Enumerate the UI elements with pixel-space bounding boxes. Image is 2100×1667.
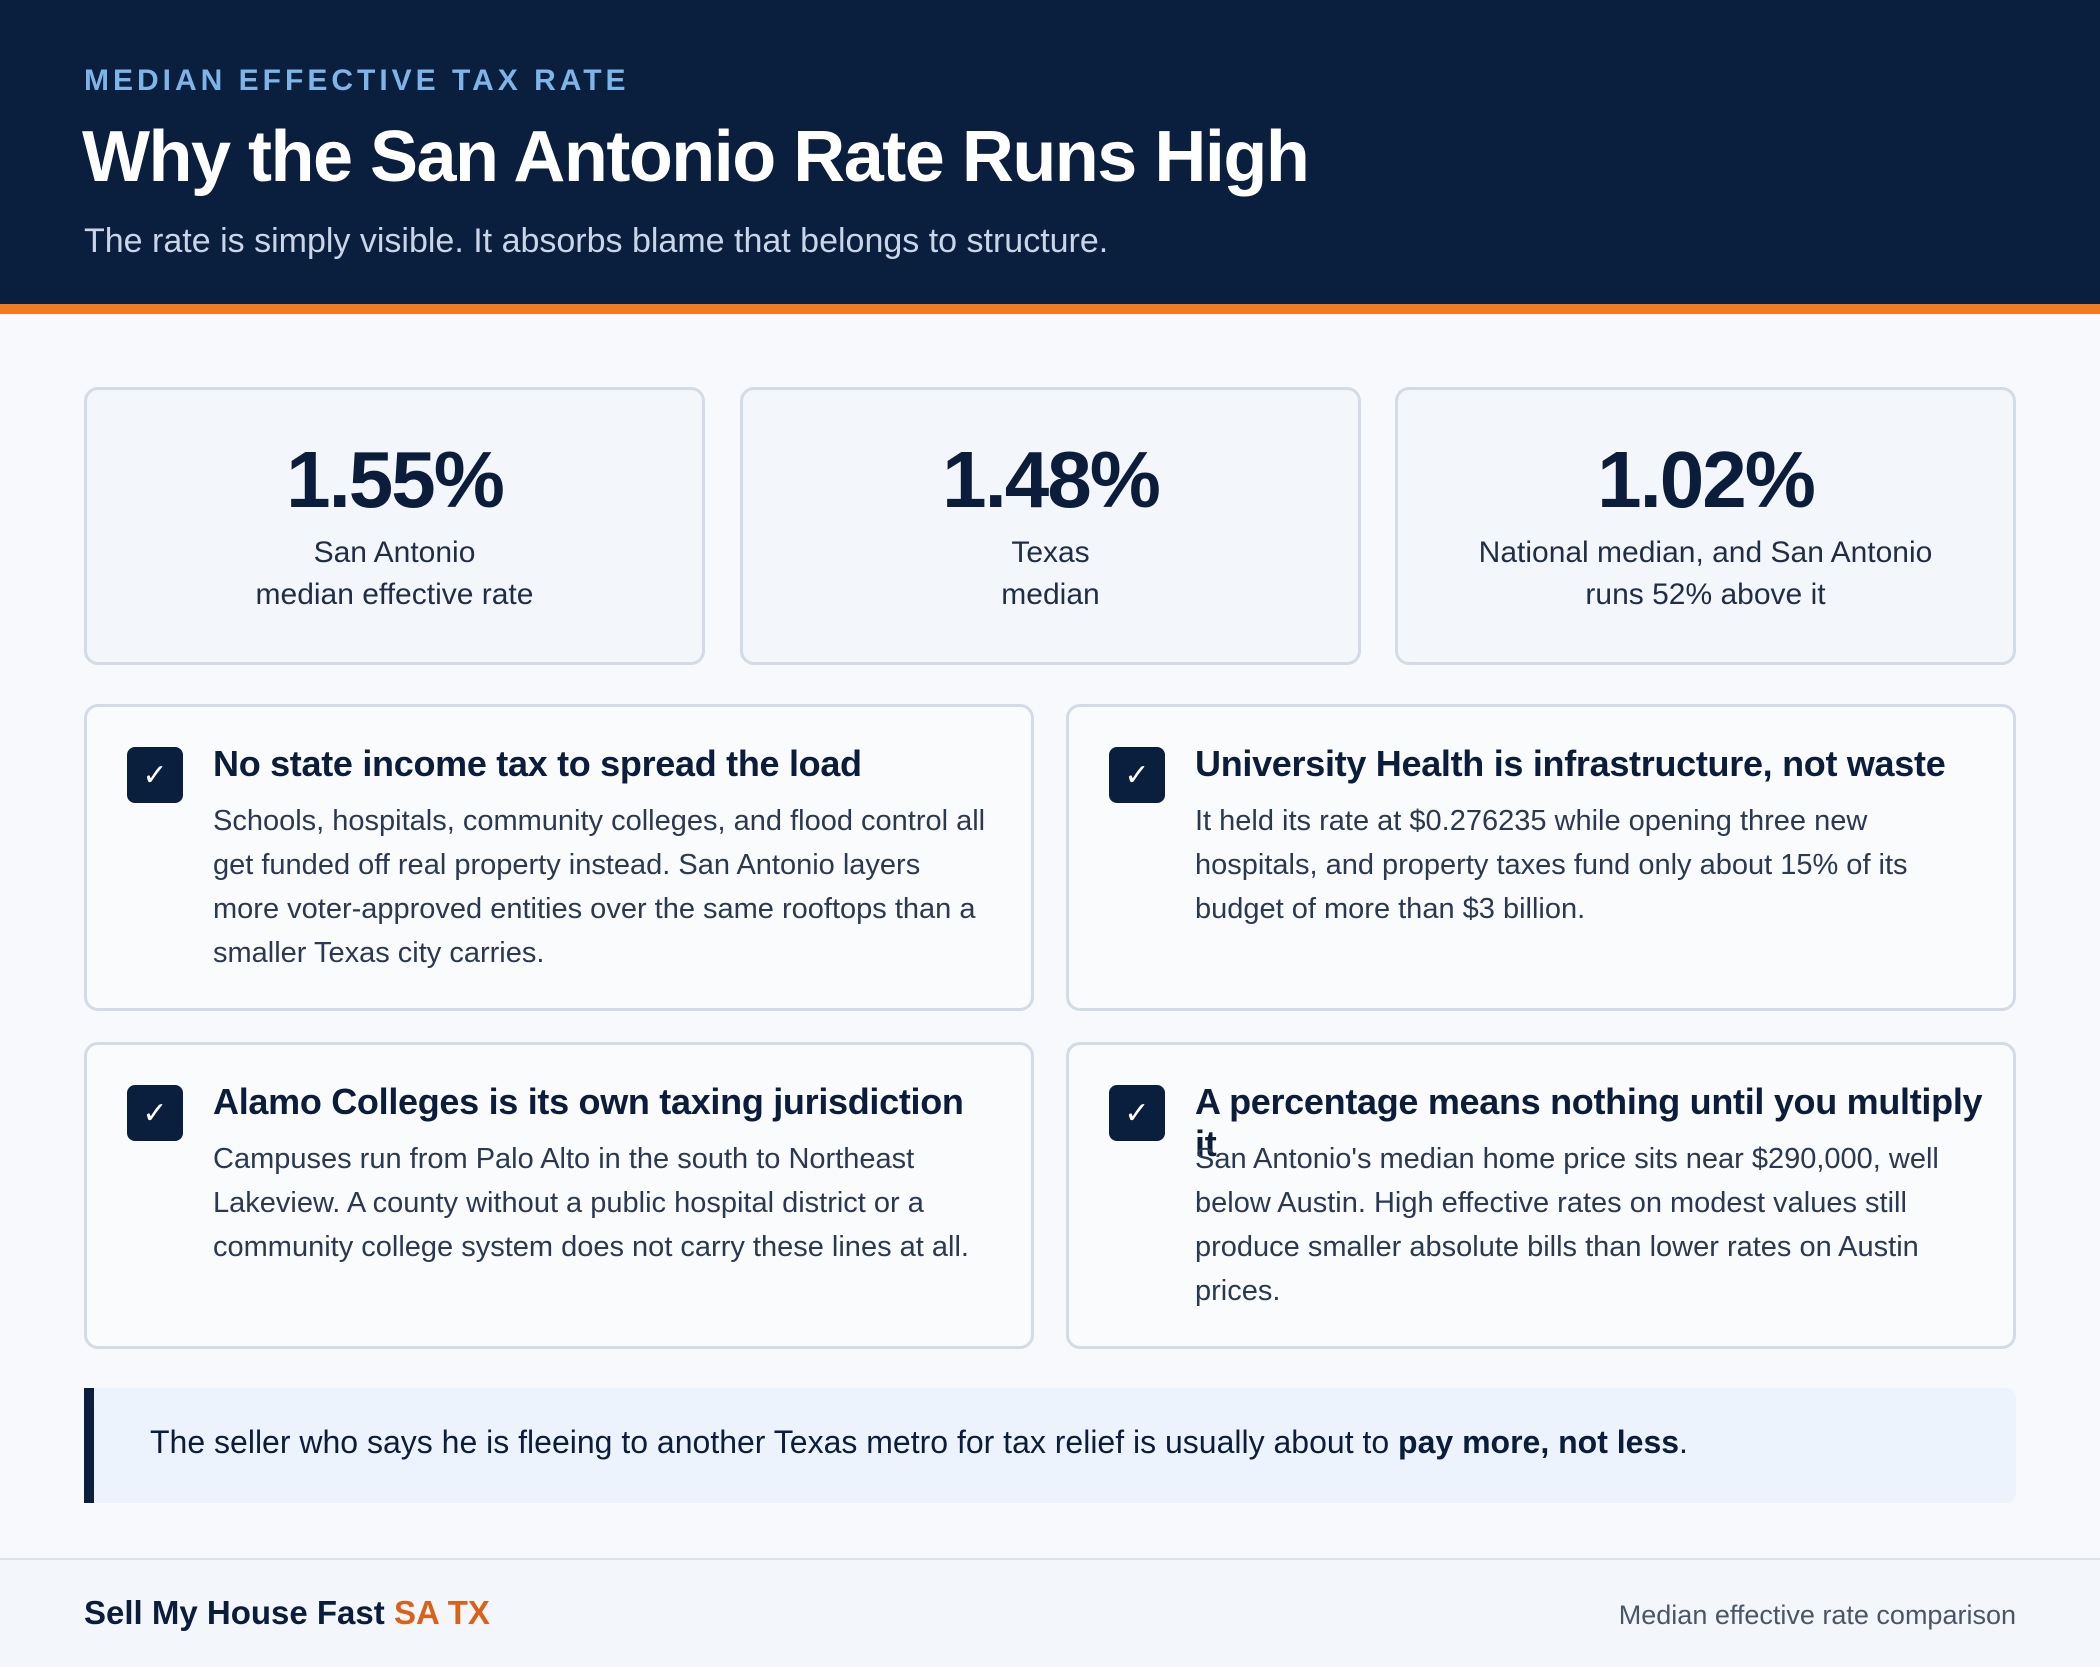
stat-label: San Antonio median effective rate — [107, 532, 682, 616]
stat-label-line: National median, and San Antonio — [1478, 536, 1933, 569]
page-title: Why the San Antonio Rate Runs High — [82, 117, 1310, 197]
checkmark-icon: ✓ — [1109, 1085, 1165, 1141]
stat-card-san-antonio: 1.55% San Antonio median effective rate — [84, 387, 705, 665]
callout-quote: The seller who says he is fleeing to ano… — [84, 1388, 2016, 1503]
stat-label: Texas median — [763, 532, 1338, 616]
info-card-income-tax: ✓ No state income tax to spread the load… — [84, 704, 1034, 1011]
checkmark-icon: ✓ — [1109, 747, 1165, 803]
info-card-percentage: ✓ A percentage means nothing until you m… — [1066, 1042, 2016, 1349]
page-subtitle: The rate is simply visible. It absorbs b… — [84, 222, 1109, 260]
footer-note: Median effective rate comparison — [1618, 1600, 2016, 1630]
info-card-body: San Antonio's median home price sits nea… — [1195, 1143, 1939, 1307]
stat-label-line: median effective rate — [255, 578, 534, 611]
stat-card-national: 1.02% National median, and San Antonio r… — [1395, 387, 2016, 665]
checkmark-icon: ✓ — [127, 747, 183, 803]
stat-label-line: San Antonio — [313, 536, 476, 569]
stat-label: National median, and San Antonio runs 52… — [1418, 532, 1993, 616]
brand-accent: SA TX — [393, 1594, 490, 1631]
brand-logo-text: Sell My House Fast SA TX — [84, 1594, 490, 1632]
info-card-body: Campuses run from Palo Alto in the south… — [213, 1143, 969, 1263]
info-card-title: University Health is infrastructure, not… — [1195, 743, 1946, 784]
header-banner: MEDIAN EFFECTIVE TAX RATE Why the San An… — [0, 0, 2100, 314]
checkmark-icon: ✓ — [127, 1085, 183, 1141]
info-card-title: No state income tax to spread the load — [213, 743, 862, 784]
stat-label-line: Texas — [1011, 536, 1090, 569]
eyebrow-label: MEDIAN EFFECTIVE TAX RATE — [84, 64, 630, 97]
info-card-title: Alamo Colleges is its own taxing jurisdi… — [213, 1081, 964, 1122]
brand-main: Sell My House Fast — [84, 1594, 394, 1631]
stat-value: 1.48% — [942, 435, 1161, 524]
stat-label-line: runs 52% above it — [1585, 578, 1826, 611]
callout-end: . — [1679, 1424, 1688, 1460]
footer: Sell My House Fast SA TX Median effectiv… — [0, 1558, 2100, 1667]
callout-lead: The seller who says he is fleeing to ano… — [150, 1424, 1399, 1460]
info-card-university-health: ✓ University Health is infrastructure, n… — [1066, 704, 2016, 1011]
callout-emphasis: pay more, not less — [1398, 1424, 1680, 1460]
stat-value: 1.55% — [286, 435, 505, 524]
stat-label-line: median — [1001, 578, 1100, 611]
info-card-body: It held its rate at $0.276235 while open… — [1195, 805, 1908, 925]
info-card-alamo-colleges: ✓ Alamo Colleges is its own taxing juris… — [84, 1042, 1034, 1349]
info-card-title: A percentage means nothing until you mul… — [1195, 1081, 1983, 1164]
stat-value: 1.02% — [1597, 435, 1816, 524]
info-card-body: Schools, hospitals, community colleges, … — [213, 805, 986, 969]
stat-card-texas: 1.48% Texas median — [740, 387, 1361, 665]
callout-text: The seller who says he is fleeing to ano… — [150, 1424, 1986, 1461]
